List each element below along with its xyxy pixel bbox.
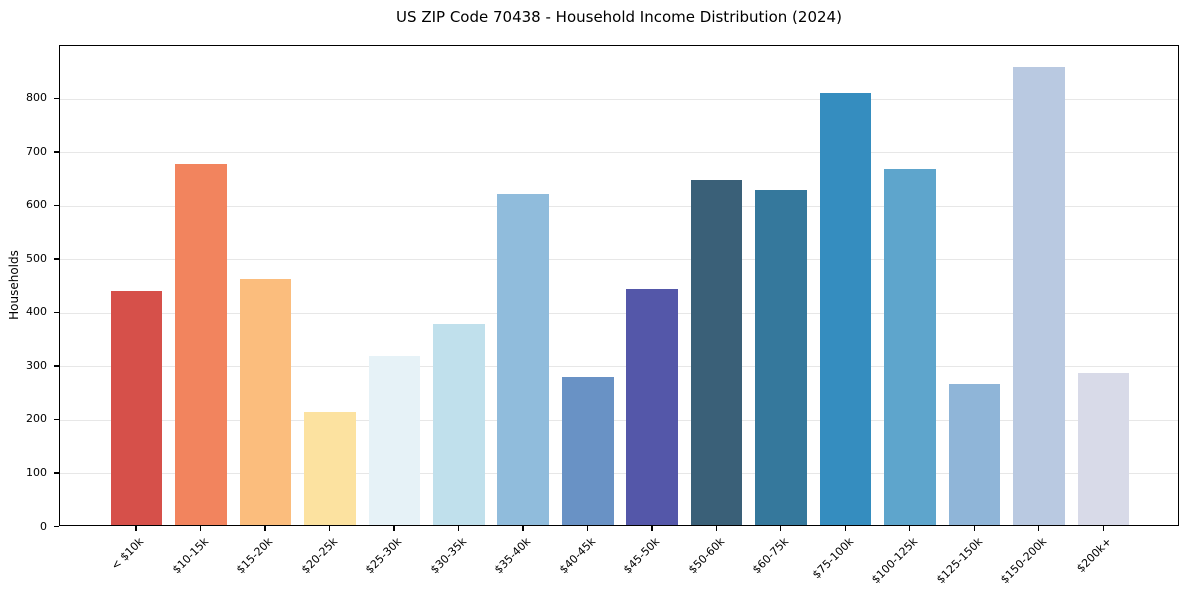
chart-title: US ZIP Code 70438 - Household Income Dis… — [396, 8, 842, 26]
y-tick-label-300: 300 — [26, 358, 47, 372]
bar-30-35k — [433, 323, 485, 525]
y-tick-label-800: 800 — [26, 91, 47, 105]
gridline-300 — [60, 366, 1178, 368]
x-tick-mark-10 — [780, 526, 782, 531]
gridline-700 — [60, 152, 1178, 154]
x-tick-mark-6 — [522, 526, 524, 531]
x-tick-mark-7 — [586, 526, 589, 531]
gridline-800 — [60, 98, 1178, 100]
y-tick-label-400: 400 — [26, 305, 47, 319]
bar-60-75k — [755, 190, 807, 525]
bar-20-25k — [304, 411, 356, 525]
y-tick-label-0: 0 — [40, 519, 47, 533]
bar-75-100k — [819, 93, 872, 525]
x-tick-mark-1 — [199, 526, 202, 531]
bar-200k — [1077, 372, 1130, 525]
y-tick-mark-0 — [54, 526, 59, 528]
y-tick-label-600: 600 — [26, 198, 47, 212]
y-tick-mark-400 — [54, 311, 59, 314]
gridline-200 — [60, 419, 1178, 421]
x-tick-mark-12 — [909, 526, 911, 531]
y-tick-mark-100 — [54, 472, 59, 474]
bar-25-30k — [368, 356, 421, 525]
y-tick-mark-500 — [54, 258, 59, 260]
bar-150-200k — [1013, 67, 1065, 525]
bar-45-50k — [626, 289, 679, 525]
x-tick-mark-15 — [1102, 526, 1104, 531]
gridline-400 — [60, 312, 1178, 314]
y-tick-mark-200 — [54, 418, 59, 421]
y-tick-mark-600 — [54, 204, 59, 207]
x-tick-mark-13 — [973, 526, 975, 531]
gridline-100 — [60, 473, 1178, 475]
y-tick-mark-300 — [54, 365, 59, 367]
y-tick-mark-800 — [54, 97, 59, 100]
bar-50-60k — [690, 179, 743, 525]
y-tick-label-500: 500 — [26, 251, 47, 265]
y-tick-label-200: 200 — [26, 412, 47, 426]
x-tick-mark-3 — [328, 526, 331, 531]
x-tick-label-10k: < $10k — [109, 535, 147, 573]
gridline-500 — [60, 259, 1178, 261]
x-tick-mark-4 — [393, 526, 395, 531]
x-tick-mark-11 — [844, 526, 846, 531]
bar-10-15k — [175, 163, 227, 525]
x-tick-mark-2 — [264, 526, 266, 531]
bar-10k — [110, 290, 163, 525]
bar-125-150k — [948, 384, 1001, 525]
bar-40-45k — [561, 377, 614, 525]
bar-35-40k — [497, 194, 550, 525]
bar-15-20k — [239, 278, 292, 525]
y-tick-label-100: 100 — [26, 465, 47, 479]
plot-area — [59, 45, 1179, 526]
x-tick-mark-0 — [135, 526, 137, 531]
y-tick-mark-700 — [54, 151, 59, 153]
x-tick-mark-9 — [715, 526, 717, 531]
x-tick-mark-8 — [651, 526, 653, 531]
y-tick-label-700: 700 — [26, 144, 47, 158]
x-tick-mark-5 — [457, 526, 460, 531]
x-tick-mark-14 — [1038, 526, 1040, 531]
gridline-600 — [60, 205, 1178, 207]
bar-100-125k — [884, 168, 936, 525]
